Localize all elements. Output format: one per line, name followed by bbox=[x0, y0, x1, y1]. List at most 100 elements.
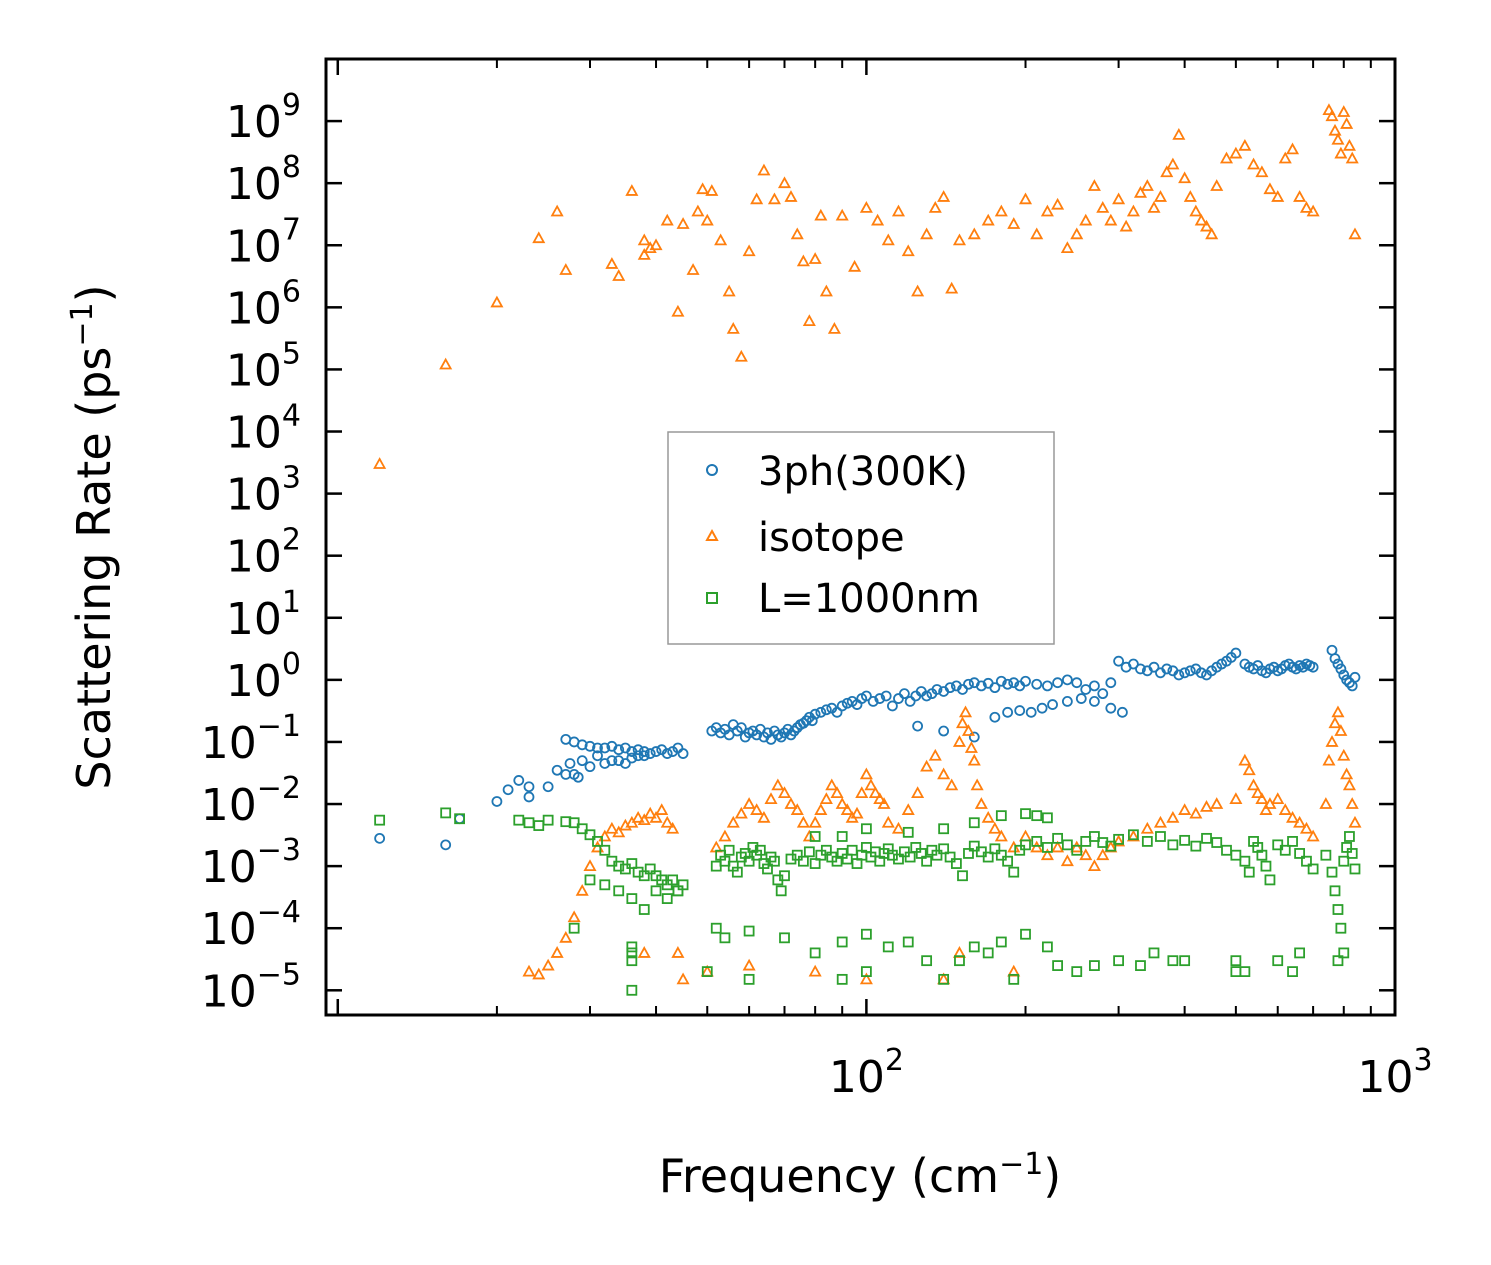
data-point bbox=[1020, 928, 1031, 940]
data-point bbox=[743, 855, 755, 867]
data-point bbox=[952, 233, 967, 246]
y-tick-label: 10−4 bbox=[201, 895, 301, 955]
data-point bbox=[881, 815, 895, 828]
data-point bbox=[961, 724, 976, 736]
data-point bbox=[572, 771, 584, 783]
data-point bbox=[944, 851, 956, 863]
data-point bbox=[541, 958, 555, 971]
data-point bbox=[995, 936, 1007, 948]
data-point bbox=[750, 803, 764, 815]
data-point bbox=[454, 813, 465, 825]
data-point bbox=[734, 349, 748, 362]
data-point bbox=[1153, 190, 1167, 202]
data-point bbox=[743, 925, 755, 937]
data-point bbox=[902, 826, 914, 838]
data-point bbox=[1008, 973, 1020, 985]
data-point bbox=[1229, 146, 1243, 159]
data-point bbox=[637, 946, 651, 958]
data-point bbox=[1060, 854, 1074, 867]
x-tick-label: 102 bbox=[829, 1043, 904, 1103]
data-point bbox=[1337, 105, 1351, 117]
data-point bbox=[1155, 831, 1166, 842]
data-point bbox=[502, 784, 514, 796]
data-point bbox=[1113, 833, 1124, 845]
data-point bbox=[1089, 680, 1100, 692]
data-point bbox=[1041, 680, 1053, 692]
data-point bbox=[1002, 678, 1014, 690]
data-point bbox=[655, 803, 669, 815]
y-tick-label: 104 bbox=[226, 399, 301, 459]
data-point bbox=[649, 810, 663, 823]
data-point bbox=[559, 263, 573, 275]
data-point bbox=[568, 817, 580, 829]
data-point bbox=[968, 941, 980, 953]
data-point bbox=[1287, 966, 1298, 978]
data-point bbox=[1328, 716, 1342, 729]
data-point bbox=[1332, 955, 1344, 967]
data-point bbox=[599, 879, 611, 891]
y-tick-label: 105 bbox=[226, 336, 301, 396]
data-point bbox=[1325, 735, 1339, 747]
data-point bbox=[820, 844, 832, 856]
data-point bbox=[1020, 839, 1031, 851]
data-point bbox=[769, 855, 780, 867]
data-point bbox=[1299, 821, 1313, 834]
data-point bbox=[921, 955, 933, 967]
data-point bbox=[881, 233, 895, 246]
y-tick-label: 109 bbox=[226, 88, 301, 148]
data-point bbox=[1014, 705, 1026, 716]
data-point bbox=[625, 184, 639, 196]
data-point bbox=[995, 810, 1007, 822]
data-point bbox=[790, 803, 804, 815]
data-point bbox=[1263, 182, 1277, 195]
data-point bbox=[1007, 840, 1021, 853]
data-point bbox=[938, 725, 950, 737]
data-point bbox=[650, 746, 662, 757]
data-point bbox=[1173, 669, 1185, 681]
data-point bbox=[1272, 955, 1284, 967]
data-point bbox=[1242, 763, 1256, 776]
data-point bbox=[904, 695, 916, 707]
data-point bbox=[1160, 165, 1174, 178]
data-point bbox=[1345, 151, 1359, 164]
data-point bbox=[1230, 647, 1242, 659]
data-point bbox=[1167, 839, 1179, 851]
data-point bbox=[1335, 663, 1347, 675]
data-point bbox=[1126, 204, 1140, 217]
data-point bbox=[1301, 855, 1312, 867]
data-point bbox=[714, 233, 728, 246]
data-point bbox=[1272, 839, 1284, 851]
y-tick-label: 10−5 bbox=[201, 957, 301, 1017]
data-point bbox=[1179, 955, 1191, 967]
data-point bbox=[666, 821, 680, 834]
data-point bbox=[671, 304, 685, 317]
data-point bbox=[626, 984, 638, 996]
data-point bbox=[1097, 688, 1109, 700]
data-point bbox=[928, 748, 942, 761]
data-point bbox=[550, 204, 564, 217]
data-point bbox=[613, 860, 625, 872]
data-layer bbox=[373, 103, 1362, 996]
data-point bbox=[584, 761, 596, 773]
data-point bbox=[551, 764, 563, 776]
data-point bbox=[911, 284, 925, 297]
data-point bbox=[1294, 848, 1306, 859]
data-point bbox=[1334, 146, 1348, 159]
data-point bbox=[1008, 677, 1020, 689]
data-point bbox=[638, 904, 650, 915]
data-point bbox=[667, 874, 679, 886]
data-point bbox=[958, 705, 973, 718]
data-point bbox=[491, 796, 503, 807]
data-point bbox=[1247, 157, 1261, 170]
data-point bbox=[1002, 706, 1014, 718]
data-point bbox=[1041, 812, 1053, 824]
data-point bbox=[1089, 695, 1100, 707]
data-point bbox=[950, 858, 962, 869]
data-point bbox=[650, 885, 662, 897]
data-point bbox=[1031, 678, 1043, 690]
data-point bbox=[1128, 829, 1139, 841]
data-point bbox=[1279, 844, 1291, 856]
data-point bbox=[513, 814, 525, 826]
data-point bbox=[767, 192, 781, 205]
data-point bbox=[809, 947, 821, 959]
